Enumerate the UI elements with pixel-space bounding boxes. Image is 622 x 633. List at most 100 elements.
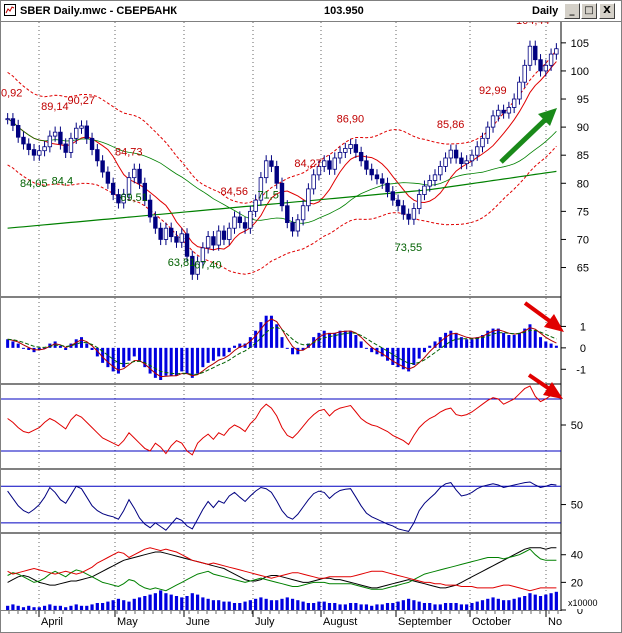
macd-histogram-bar	[53, 341, 57, 348]
price-candle	[554, 48, 559, 55]
volume-bar	[53, 605, 57, 610]
price-candle	[242, 222, 248, 229]
volume-bar	[512, 598, 516, 610]
macd-histogram-bar	[238, 343, 242, 348]
price-candle	[401, 205, 406, 215]
price-candle	[31, 149, 37, 156]
high-price-label: 84,56	[221, 186, 249, 198]
price-candle	[258, 177, 264, 201]
volume-bar	[312, 603, 316, 610]
price-candle	[137, 168, 142, 184]
volume-bar	[180, 597, 184, 610]
volume-bar	[491, 597, 495, 610]
volume-bar	[143, 596, 147, 610]
maximize-button[interactable]: □	[581, 3, 597, 19]
price-candle	[358, 151, 364, 162]
macd-histogram-bar	[275, 324, 279, 348]
macd-histogram-bar	[539, 337, 543, 348]
macd-tick-label: 1	[580, 321, 586, 333]
price-candle	[496, 109, 501, 117]
volume-bar	[79, 605, 84, 610]
volume-bar	[269, 600, 274, 610]
price-candle	[105, 171, 111, 184]
volume-bar	[322, 601, 326, 610]
volume-bar	[333, 603, 337, 610]
macd-histogram-bar	[269, 315, 273, 348]
close-button[interactable]: X	[599, 3, 615, 19]
price-candle	[306, 188, 311, 207]
volume-bar	[159, 590, 163, 610]
multiplier-box	[567, 597, 603, 609]
minimize-button[interactable]: _	[564, 3, 580, 19]
price-candle	[200, 247, 206, 263]
price-candle	[480, 137, 485, 148]
price-tick-label: 75	[577, 206, 589, 218]
volume-bar	[475, 601, 479, 610]
price-candle	[47, 135, 53, 148]
volume-bar	[201, 597, 205, 610]
volume-bar	[391, 603, 395, 610]
month-label: May	[117, 616, 138, 628]
price-candle	[332, 157, 337, 170]
price-candle	[311, 174, 316, 190]
high-price-label: 86,90	[337, 114, 365, 126]
price-candle	[52, 131, 58, 137]
volume-bar	[264, 598, 268, 610]
macd-histogram-bar	[138, 347, 142, 361]
volume-bar	[11, 604, 15, 610]
high-price-label: 92,99	[479, 85, 507, 97]
volume-bar	[407, 598, 411, 610]
price-candle	[5, 118, 10, 121]
price-candle	[464, 160, 469, 165]
high-price-label: 104,44	[516, 22, 550, 27]
macd-histogram-bar	[486, 330, 490, 348]
macd-histogram-bar	[528, 324, 532, 348]
macd-histogram-bar	[280, 337, 284, 348]
macd-histogram-bar	[306, 343, 310, 348]
price-candle	[369, 168, 374, 176]
volume-bar	[101, 603, 105, 610]
macd-histogram-bar	[386, 347, 390, 361]
price-candle	[548, 53, 554, 66]
price-candle	[300, 205, 306, 221]
volume-bar	[443, 603, 448, 610]
volume-bar	[106, 601, 110, 610]
macd-histogram-bar	[159, 347, 163, 380]
volume-bar	[280, 598, 284, 610]
title-bar[interactable]: SBER Daily.mwc - СБЕРБАНК 103.950 Daily …	[1, 1, 621, 22]
price-tick-label: 100	[571, 66, 589, 78]
price-tick-label: 80	[577, 178, 589, 190]
rsi-tick-label: 50	[571, 420, 583, 432]
volume-bar	[438, 604, 442, 610]
volume-bar	[6, 605, 10, 610]
high-price-label: 84,27	[294, 158, 322, 170]
macd-histogram-bar	[438, 337, 442, 348]
rsi-line	[7, 385, 557, 456]
macd-histogram-bar	[116, 347, 120, 374]
volume-bar	[153, 593, 157, 610]
price-candle	[348, 144, 353, 149]
macd-histogram-bar	[148, 347, 152, 374]
volume-bar	[185, 596, 189, 610]
price-candle	[364, 160, 369, 170]
price-candle	[68, 137, 74, 153]
macd-divergence-arrow	[523, 301, 564, 332]
volume-bar	[32, 607, 36, 610]
volume-bar	[422, 603, 427, 610]
price-candle	[411, 208, 417, 220]
price-candle	[448, 149, 454, 159]
price-candle	[74, 127, 79, 139]
price-candle	[95, 149, 100, 162]
volume-bar	[290, 598, 295, 610]
month-label: April	[41, 616, 63, 628]
volume-bar	[217, 600, 221, 610]
macd-histogram-bar	[517, 332, 521, 348]
low-price-label: 69,51	[120, 192, 148, 204]
volume-bar	[523, 596, 527, 610]
price-candle	[132, 168, 137, 179]
price-candle	[290, 222, 295, 232]
price-candle	[337, 151, 343, 159]
volume-bar	[69, 605, 73, 610]
